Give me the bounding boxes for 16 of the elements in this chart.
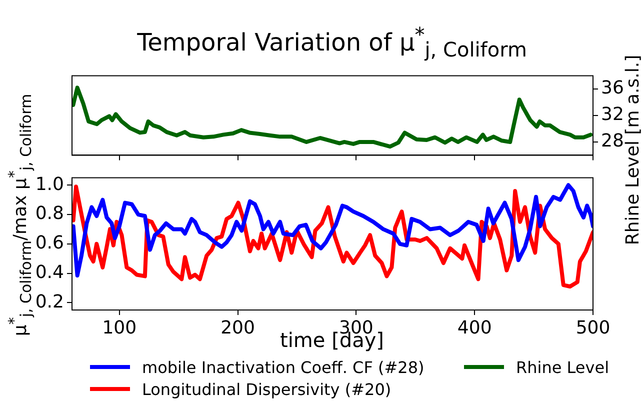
y-tick-label: 1.0 bbox=[35, 174, 64, 195]
y-tick-label: 0.6 bbox=[35, 232, 64, 254]
y-tick-label: 36 bbox=[601, 78, 624, 99]
y-tick-label: 0.2 bbox=[35, 291, 64, 312]
y-tick-label: 0.8 bbox=[35, 203, 64, 224]
y-tick-label: 28 bbox=[601, 130, 624, 152]
y-tick-label: 0.4 bbox=[35, 262, 64, 283]
x-tick-label: 400 bbox=[457, 317, 492, 338]
y-axis-title: Rhine Level [m a.s.l.] bbox=[622, 54, 644, 246]
legend-label: mobile Inactivation Coeff. CF (#28) bbox=[142, 358, 424, 376]
y-tick-label: 32 bbox=[601, 104, 624, 126]
legend-label: Longitudinal Dispersivity (#20) bbox=[142, 380, 392, 398]
legend-label: Rhine Level bbox=[516, 358, 610, 376]
x-tick-label: 500 bbox=[576, 317, 610, 338]
x-tick-label: 200 bbox=[220, 317, 255, 338]
x-tick-label: 100 bbox=[102, 317, 137, 338]
